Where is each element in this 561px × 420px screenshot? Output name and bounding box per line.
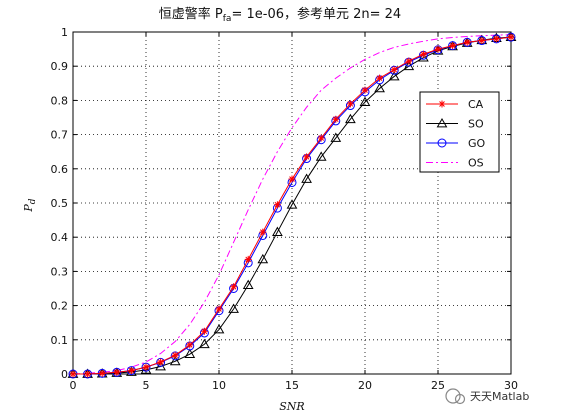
legend-label-ca: CA [468,98,484,111]
data-point-asterisk [98,369,106,377]
data-point-triangle [286,199,298,209]
data-point-triangle [359,96,371,106]
data-point-asterisk [332,115,340,123]
data-point-asterisk [215,305,223,313]
y-tick-label: 0.4 [51,231,69,244]
x-axis-label: SNR [279,400,304,413]
data-point-asterisk [142,363,150,371]
data-point-asterisk [303,153,311,161]
chart-title: 恒虚警率 Pfa= 1e-06，参考单元 2n= 24 [159,6,401,24]
series-ca [69,33,515,378]
axis-ticks: 0 5 10 15 20 25 30 0 0.1 0.2 0.3 0.4 0.5 0.6 0.7 0.8 0.9… [51,26,519,392]
y-tick-label: 0.7 [51,129,69,142]
data-point-circle [448,41,458,51]
data-point-asterisk [317,134,325,142]
data-point-circle [156,357,166,367]
data-point-triangle [330,132,342,142]
x-tick-label: 15 [285,379,299,392]
y-tick-label: 0.9 [51,60,69,73]
data-point-triangle [213,324,225,334]
data-point-triangle [301,173,312,183]
data-point-asterisk [127,367,135,375]
data-point-triangle [374,82,385,93]
data-point-triangle [184,348,196,359]
y-tick-label: 0 [61,368,68,381]
wechat-icon [445,388,461,404]
data-point-triangle [436,117,448,128]
legend-label-so: SO [468,118,484,131]
y-tick-label: 1 [61,26,68,39]
data-point-asterisk [259,228,267,236]
data-point-triangle [388,70,400,81]
y-tick-label: 0.3 [51,265,69,278]
data-point-triangle [272,226,283,236]
data-point-asterisk [171,351,179,359]
data-point-asterisk [361,86,369,94]
data-point-asterisk [84,370,92,378]
data-point-asterisk [113,368,121,376]
data-point-asterisk [244,255,252,263]
data-point-asterisk [478,37,486,45]
series-layer [67,31,517,379]
data-point-triangle [257,253,269,264]
legend-box [419,91,500,173]
x-tick-label: 25 [431,379,445,392]
data-point-triangle [315,151,327,161]
y-tick-label: 0.2 [51,300,69,313]
x-tick-label: 5 [143,379,150,392]
data-point-asterisk [376,74,384,82]
data-point-triangle [126,366,137,376]
x-tick-label: 10 [212,379,226,392]
legend: CA SO GO OS [419,91,500,173]
data-point-asterisk [230,283,238,291]
y-axis-label: Pd [22,198,38,212]
legend-label-go: GO [468,137,486,150]
x-tick-label: 20 [358,379,372,392]
watermark: 天天Matlab [445,388,529,405]
data-point-triangle [242,279,254,289]
data-point-asterisk [288,175,296,183]
data-point-asterisk [434,45,442,53]
data-point-asterisk [405,57,413,65]
data-point-asterisk [419,50,427,58]
data-point-triangle [199,338,210,349]
data-point-asterisk [273,201,281,209]
x-tick-label: 30 [504,379,518,392]
legend-label-os: OS [468,157,484,170]
x-tick-label: 0 [70,379,77,392]
y-tick-label: 0.1 [51,334,69,347]
data-point-triangle [418,52,429,62]
data-point-circle [437,138,447,148]
data-point-asterisk [492,35,500,43]
data-point-asterisk [157,358,165,366]
y-tick-label: 0.8 [51,94,69,107]
y-tick-label: 0.5 [51,197,69,210]
watermark-text: 天天Matlab [470,390,529,403]
data-point-triangle [169,355,181,366]
data-point-asterisk [507,33,515,41]
data-point-triangle [228,303,239,313]
y-tick-label: 0.6 [51,163,69,176]
wechat-icon-dot [454,393,466,405]
data-point-asterisk [463,38,471,46]
data-point-asterisk [200,327,208,335]
data-point-asterisk [346,100,354,108]
data-point-asterisk [69,370,77,378]
data-point-asterisk [186,341,194,349]
data-point-circle [141,362,151,372]
data-point-triangle [345,113,356,124]
data-point-asterisk [438,100,446,108]
data-point-asterisk [390,66,398,74]
data-point-asterisk [449,42,457,50]
